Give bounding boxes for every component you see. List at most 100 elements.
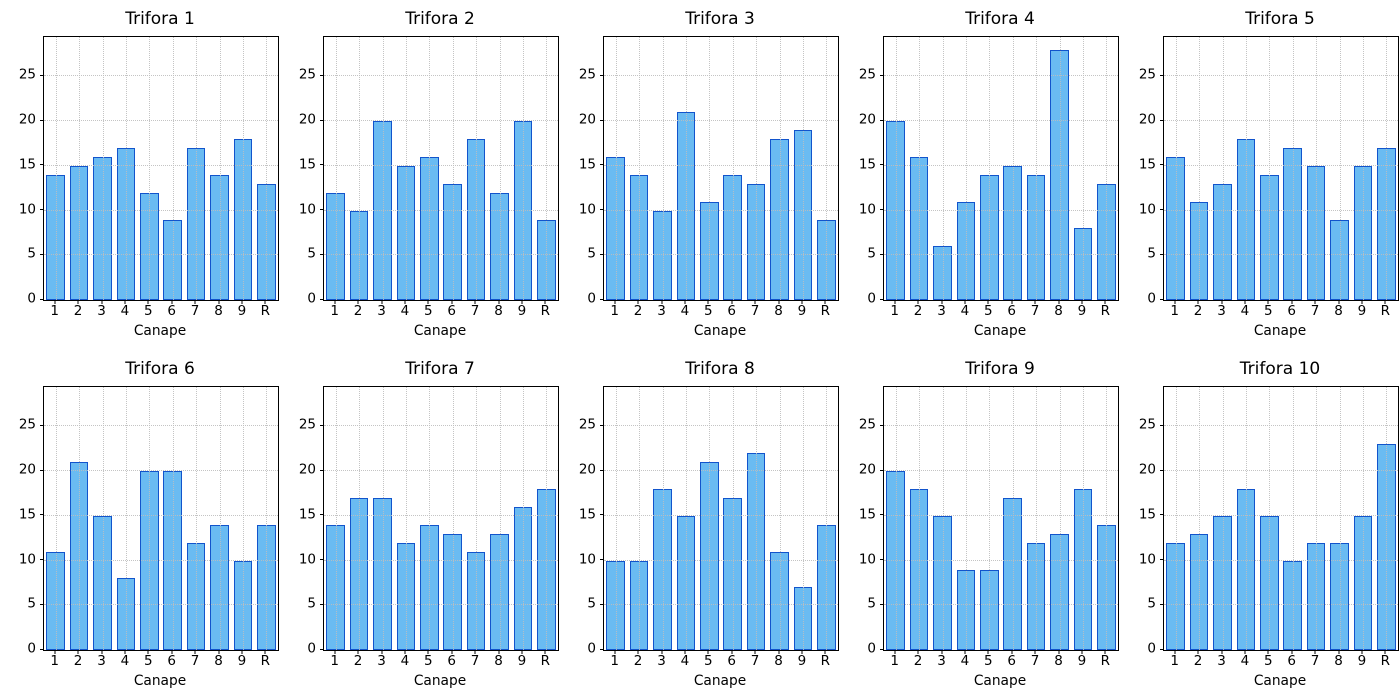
gridline-h: [44, 120, 278, 122]
x-tick-label: R: [1380, 303, 1390, 319]
chart-title: Trifora 8: [685, 359, 755, 379]
gridline-v: [55, 37, 57, 300]
x-tick-label: 1: [330, 653, 339, 669]
x-tick-mark: [1291, 300, 1293, 304]
x-tick-mark: [801, 650, 803, 654]
gridline-v: [266, 387, 268, 650]
y-tick-label: 15: [18, 506, 36, 523]
y-tick-mark: [599, 603, 603, 605]
gridline-v: [405, 37, 407, 300]
x-tick-label: 9: [1077, 653, 1087, 669]
x-tick-mark: [1011, 300, 1013, 304]
gridline-h: [1164, 559, 1398, 561]
gridline-v: [102, 387, 104, 650]
x-tick-label: 2: [913, 303, 923, 319]
gridline-v: [522, 37, 524, 300]
y-tick-label: 20: [298, 111, 316, 128]
y-tick-label: 5: [1147, 245, 1156, 262]
x-tick-label: 9: [237, 303, 247, 319]
gridline-h: [324, 425, 558, 427]
x-tick-mark: [684, 300, 686, 304]
gridline-v: [895, 37, 897, 300]
subplot-trifora-1: Trifora 1 0 5 10 15 20 25 1 2 3 4 5 6 7 8 9 R Canape: [0, 0, 280, 350]
y-tick-mark: [599, 74, 603, 76]
x-tick-label: 2: [1193, 303, 1203, 319]
x-tick-mark: [987, 650, 989, 654]
gridline-v: [989, 387, 991, 650]
y-tick-label: 20: [18, 461, 36, 478]
x-tick-mark: [171, 300, 173, 304]
x-tick-label: 2: [353, 653, 363, 669]
y-tick-mark: [1159, 209, 1163, 211]
x-axis-label: Canape: [133, 323, 187, 339]
x-tick-label: 2: [1193, 653, 1203, 669]
y-tick-label: 25: [298, 66, 316, 83]
bar-canape-3: [1213, 183, 1232, 300]
bar-canape-3: [653, 488, 672, 650]
gridline-v: [779, 37, 781, 300]
y-tick-mark: [39, 603, 43, 605]
gridline-v: [102, 37, 104, 300]
x-tick-mark: [498, 650, 499, 654]
y-tick-label: 0: [307, 640, 316, 657]
gridline-v: [1269, 387, 1271, 650]
gridline-h: [884, 75, 1118, 77]
x-tick-label: R: [260, 303, 270, 319]
y-tick-label: 20: [578, 111, 596, 128]
bar-canape-3: [1213, 515, 1232, 650]
gridline-v: [1199, 387, 1201, 650]
y-tick-label: 15: [18, 156, 36, 173]
x-tick-label: 6: [1287, 303, 1296, 319]
gridline-v: [1222, 387, 1224, 650]
y-tick-mark: [879, 164, 883, 166]
x-tick-mark: [147, 300, 149, 304]
gridline-v: [1012, 387, 1014, 650]
subplot-trifora-10: Trifora 10 0 5 10 15 20 25 1 2 3 4 5 6 7 8 9 R Canape: [1120, 350, 1400, 700]
y-tick-mark: [599, 514, 603, 516]
y-tick-mark: [599, 648, 603, 650]
y-tick-mark: [1159, 514, 1163, 516]
bar-canape-8: [770, 138, 789, 300]
y-tick-mark: [39, 469, 43, 471]
gridline-v: [429, 387, 431, 650]
gridline-h: [884, 514, 1118, 516]
gridline-v: [1316, 37, 1318, 300]
gridline-v: [219, 37, 221, 300]
bar-canape-3: [93, 515, 112, 650]
x-tick-label: 7: [190, 653, 200, 669]
x-tick-label: 4: [960, 653, 970, 669]
gridline-v: [382, 387, 384, 650]
x-tick-label: 6: [727, 303, 736, 319]
gridline-h: [884, 425, 1118, 427]
y-tick-mark: [879, 209, 883, 211]
y-tick-label: 15: [578, 506, 596, 523]
y-tick-mark: [319, 119, 323, 121]
x-tick-label: 9: [1357, 653, 1367, 669]
x-tick-mark: [1361, 650, 1363, 654]
y-tick-label: 15: [858, 156, 876, 173]
gridline-v: [1339, 37, 1341, 300]
x-tick-label: 4: [120, 303, 130, 319]
gridline-h: [1164, 75, 1398, 77]
y-tick-mark: [1159, 298, 1163, 300]
gridline-h: [324, 209, 558, 211]
gridline-v: [965, 387, 967, 650]
x-tick-mark: [707, 650, 709, 654]
y-tick-mark: [319, 253, 323, 255]
y-tick-label: 5: [307, 595, 316, 612]
gridline-v: [756, 37, 758, 300]
gridline-h: [604, 470, 838, 472]
x-tick-mark: [264, 300, 266, 304]
y-tick-label: 20: [1138, 461, 1156, 478]
gridline-v: [802, 387, 804, 650]
y-tick-label: 0: [307, 290, 316, 307]
x-tick-label: 1: [610, 653, 619, 669]
x-tick-mark: [778, 300, 779, 304]
gridline-v: [335, 387, 337, 650]
x-tick-mark: [707, 300, 709, 304]
gridline-h: [1164, 470, 1398, 472]
gridline-h: [44, 164, 278, 166]
y-tick-mark: [599, 164, 603, 166]
gridline-v: [242, 387, 244, 650]
